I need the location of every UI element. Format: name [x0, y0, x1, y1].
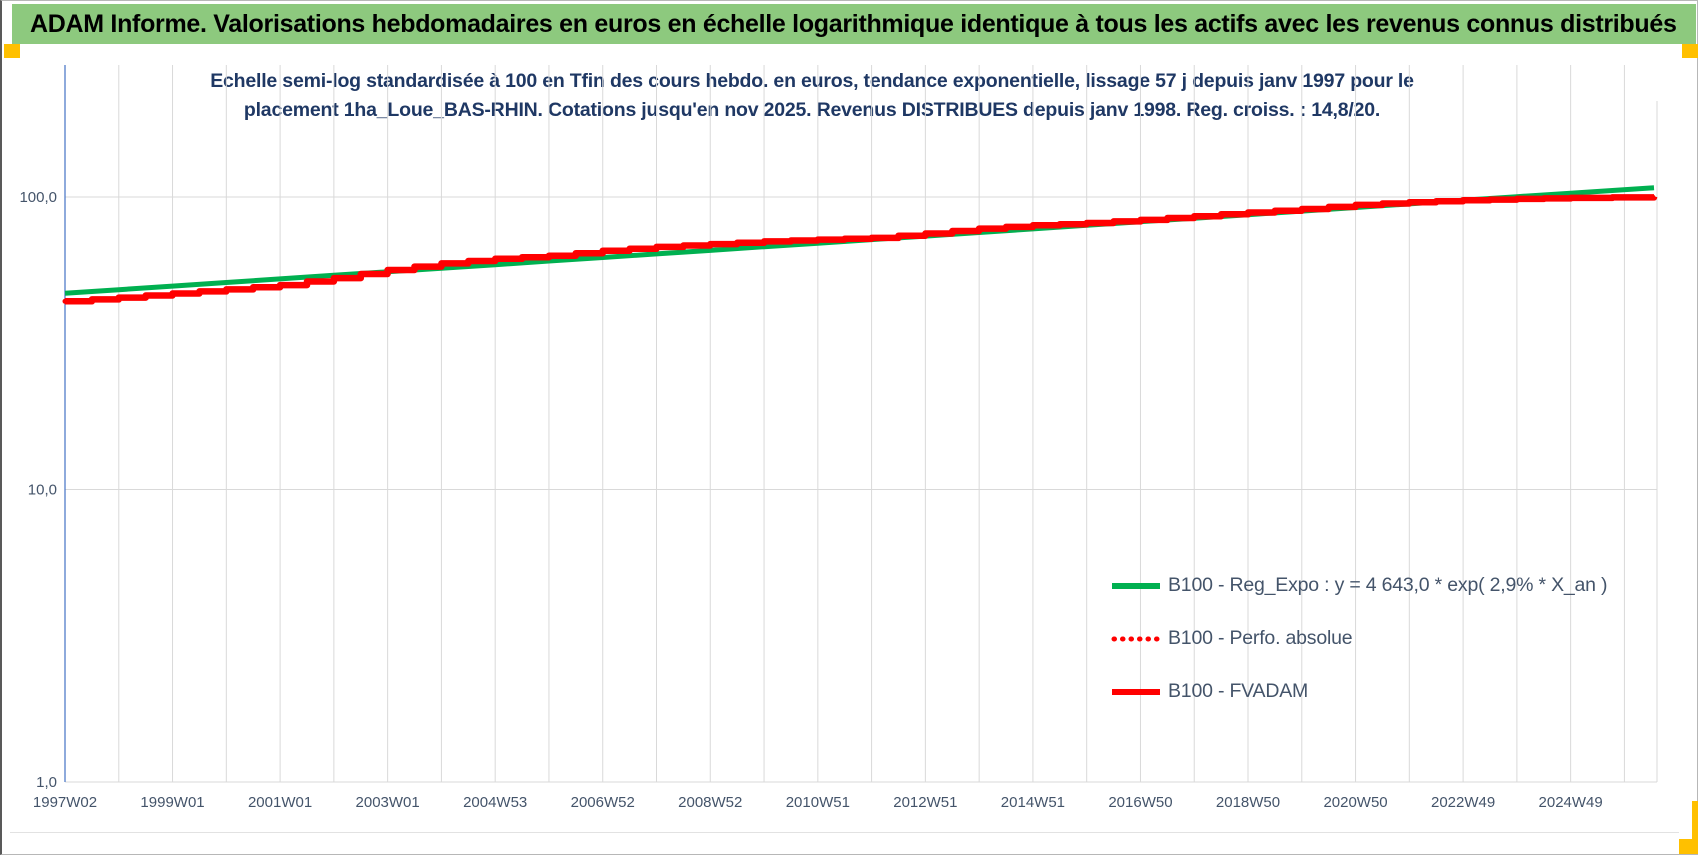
- series-line-2: [65, 194, 1658, 305]
- corner-marker-bottom-right-strip: [1692, 801, 1698, 854]
- legend-swatch-reg-expo: [1112, 582, 1160, 589]
- legend-item-fvadam: B100 - FVADAM: [1110, 665, 1607, 718]
- x-tick-label: 2003W01: [356, 794, 420, 811]
- x-tick-label: 2012W51: [893, 794, 957, 811]
- x-tick-label: 2006W52: [571, 794, 635, 811]
- legend: B100 - Reg_Expo : y = 4 643,0 * exp( 2,9…: [1110, 559, 1608, 718]
- corner-marker-top-right: [1682, 44, 1698, 58]
- legend-item-reg-expo: B100 - Reg_Expo : y = 4 643,0 * exp( 2,9…: [1110, 559, 1608, 612]
- chart-frame-bottom-border: [10, 832, 1679, 833]
- x-tick-label: 1999W01: [140, 794, 204, 811]
- legend-label-perfo-absolue: B100 - Perfo. absolue: [1168, 627, 1353, 649]
- x-tick-label: 2024W49: [1539, 794, 1603, 811]
- y-tick-label: 1,0: [36, 774, 57, 791]
- legend-swatch-perfo-absolue: [1111, 636, 1162, 641]
- x-tick-label: 2010W51: [786, 794, 850, 811]
- y-tick-label: 100,0: [19, 189, 57, 206]
- x-tick-label: 2020W50: [1323, 794, 1387, 811]
- x-tick-label: 2022W49: [1431, 794, 1495, 811]
- chart-title-line2: placement 1ha_Loue_BAS-RHIN. Cotations j…: [243, 99, 1381, 121]
- legend-label-reg-expo: B100 - Reg_Expo : y = 4 643,0 * exp( 2,9…: [1168, 574, 1608, 596]
- y-tick-label: 10,0: [28, 482, 57, 499]
- corner-marker-top-left: [4, 44, 20, 58]
- legend-item-perfo-absolue: B100 - Perfo. absolue: [1110, 612, 1607, 665]
- legend-swatch-fvadam: [1112, 688, 1160, 695]
- chart-title-line1: Echelle semi-log standardisée à 100 en T…: [210, 70, 1414, 92]
- x-tick-label: 2008W52: [678, 794, 742, 811]
- x-tick-label: 2016W50: [1108, 794, 1172, 811]
- x-tick-label: 1997W02: [33, 794, 97, 811]
- corner-marker-bottom-right: [1679, 839, 1697, 854]
- x-tick-label: 2004W53: [463, 794, 527, 811]
- x-tick-label: 2014W51: [1001, 794, 1065, 811]
- x-tick-label: 2018W50: [1216, 794, 1280, 811]
- report-header-bar: ADAM Informe. Valorisations hebdomadaire…: [12, 4, 1696, 44]
- chart-title: Echelle semi-log standardisée à 100 en T…: [142, 67, 1482, 125]
- report-title: ADAM Informe. Valorisations hebdomadaire…: [30, 10, 1677, 38]
- legend-label-fvadam: B100 - FVADAM: [1168, 680, 1309, 702]
- x-tick-label: 2001W01: [248, 794, 312, 811]
